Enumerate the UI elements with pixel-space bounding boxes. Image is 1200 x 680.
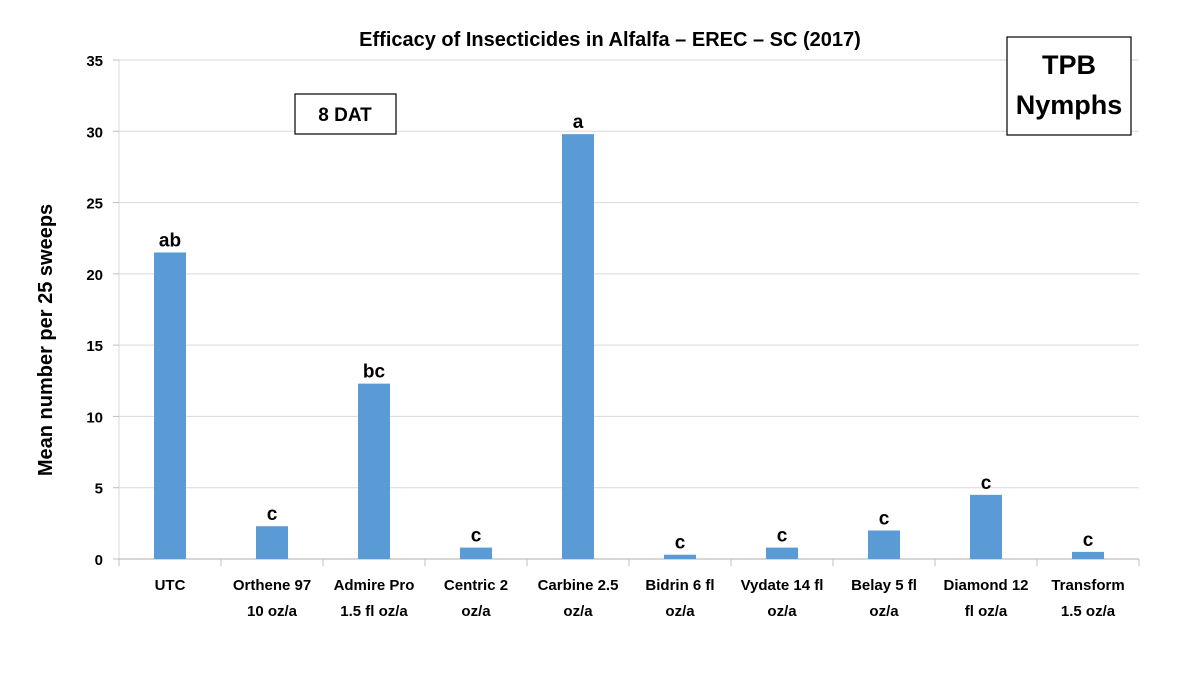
bar [766, 547, 798, 559]
x-tick-label: oz/a [461, 603, 491, 620]
data-label: a [573, 112, 584, 133]
data-label: c [879, 508, 890, 529]
x-tick-label: oz/a [665, 603, 695, 620]
bar [1072, 551, 1104, 559]
x-tick-label: Transform [1051, 577, 1124, 594]
bar [664, 554, 696, 559]
x-tick-label: Orthene 97 [233, 577, 311, 594]
bar [868, 530, 900, 559]
annotation-8-dat: 8 DAT [294, 93, 397, 135]
data-label: c [267, 504, 278, 525]
data-label: bc [363, 362, 386, 383]
x-tick-label: UTC [155, 577, 186, 594]
data-label: c [981, 473, 992, 494]
x-tick-label: oz/a [869, 603, 899, 620]
y-tick-label: 5 [95, 481, 103, 498]
y-tick-label: 0 [95, 552, 103, 569]
bar [358, 383, 390, 559]
x-tick-label: oz/a [767, 603, 797, 620]
annotation-tpb-nymphs: TPB Nymphs [1006, 36, 1132, 136]
y-tick-label: 10 [86, 409, 103, 426]
y-tick-label: 15 [86, 338, 103, 355]
y-tick-label: 30 [86, 124, 103, 141]
x-tick-label: 1.5 oz/a [1061, 603, 1116, 620]
annotation-nymphs-text: Nymphs [1016, 90, 1123, 120]
x-tick-label: oz/a [563, 603, 593, 620]
data-label: ab [159, 230, 181, 251]
y-axis-label: Mean number per 25 sweeps [35, 204, 57, 476]
bar [970, 494, 1002, 559]
annotation-tpb-text: TPB [1042, 50, 1096, 80]
data-label: c [777, 526, 788, 547]
data-label: c [471, 526, 482, 547]
bar [460, 547, 492, 559]
bar [154, 252, 186, 559]
x-tick-label: 10 oz/a [247, 603, 298, 620]
x-tick-label: Admire Pro [334, 577, 415, 594]
x-tick-label: Diamond 12 [943, 577, 1028, 594]
annotation-8-dat-text: 8 DAT [318, 105, 372, 126]
x-tick-label: fl oz/a [965, 603, 1008, 620]
data-label: c [1083, 530, 1094, 551]
data-label: c [675, 533, 686, 554]
y-tick-label: 25 [86, 196, 103, 213]
x-tick-label: Centric 2 [444, 577, 508, 594]
bar [256, 526, 288, 559]
x-tick-label: 1.5 fl oz/a [340, 603, 408, 620]
bar [562, 134, 594, 559]
x-tick-label: Carbine 2.5 [538, 577, 619, 594]
chart-title: Efficacy of Insecticides in Alfalfa – ER… [359, 29, 861, 51]
y-tick-label: 20 [86, 267, 103, 284]
x-tick-label: Belay 5 fl [851, 577, 917, 594]
y-tick-label: 35 [86, 53, 103, 70]
x-tick-label: Bidrin 6 fl [645, 577, 714, 594]
x-tick-label: Vydate 14 fl [741, 577, 824, 594]
